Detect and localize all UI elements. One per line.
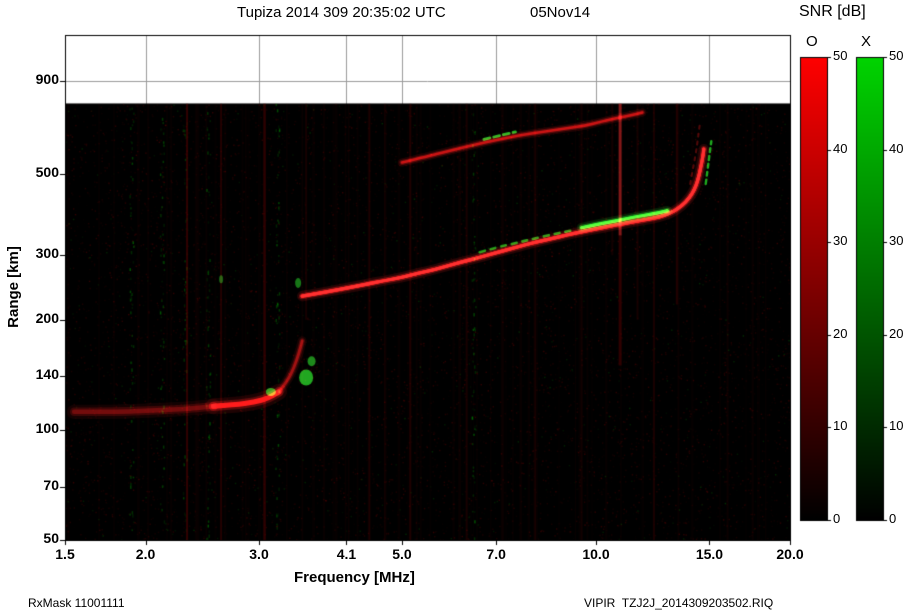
x-tick-label: 20.0 — [766, 547, 814, 562]
y-tick-label: 140 — [9, 367, 59, 382]
rxmask-label: RxMask 11001111 — [28, 597, 125, 610]
y-tick-label: 50 — [9, 531, 59, 546]
x-tick-label: 2.0 — [122, 547, 170, 562]
x-tick-label: 5.0 — [378, 547, 426, 562]
x-tick-label: 15.0 — [685, 547, 733, 562]
ionogram-plot-canvas — [0, 0, 922, 614]
y-tick-label: 200 — [9, 311, 59, 326]
x-tick-label: 3.0 — [235, 547, 283, 562]
x-axis-label: Frequency [MHz] — [294, 570, 415, 587]
colorbar-title: SNR [dB] — [799, 3, 866, 21]
x-colorbar-tick-label: 10 — [889, 419, 903, 433]
x-tick-label: 4.1 — [322, 547, 370, 562]
colorbar-x-mode-label: X — [861, 34, 871, 51]
y-tick-label: 500 — [9, 165, 59, 180]
x-colorbar-tick-label: 50 — [889, 49, 903, 63]
o-colorbar-tick-label: 50 — [833, 49, 847, 63]
x-colorbar-tick-label: 20 — [889, 327, 903, 341]
x-tick-label: 10.0 — [572, 547, 620, 562]
ionogram-app: Tupiza 2014 309 20:35:02 UTC 05Nov14 SNR… — [0, 0, 922, 614]
colorbar-o-mode-label: O — [806, 34, 818, 51]
y-tick-label: 70 — [9, 478, 59, 493]
data-file-label: VIPIR TZJ2J_2014309203502.RIQ — [584, 597, 773, 610]
plot-date-label: 05Nov14 — [530, 5, 590, 22]
y-tick-label: 900 — [9, 72, 59, 87]
o-colorbar-tick-label: 10 — [833, 419, 847, 433]
o-colorbar-tick-label: 40 — [833, 142, 847, 156]
x-colorbar-tick-label: 0 — [889, 512, 896, 526]
x-colorbar-tick-label: 30 — [889, 234, 903, 248]
x-tick-label: 1.5 — [41, 547, 89, 562]
o-colorbar-tick-label: 0 — [833, 512, 840, 526]
y-tick-label: 300 — [9, 246, 59, 261]
plot-title: Tupiza 2014 309 20:35:02 UTC — [237, 5, 446, 22]
o-colorbar-tick-label: 20 — [833, 327, 847, 341]
o-colorbar-tick-label: 30 — [833, 234, 847, 248]
x-colorbar-tick-label: 40 — [889, 142, 903, 156]
x-tick-label: 7.0 — [472, 547, 520, 562]
y-tick-label: 100 — [9, 421, 59, 436]
